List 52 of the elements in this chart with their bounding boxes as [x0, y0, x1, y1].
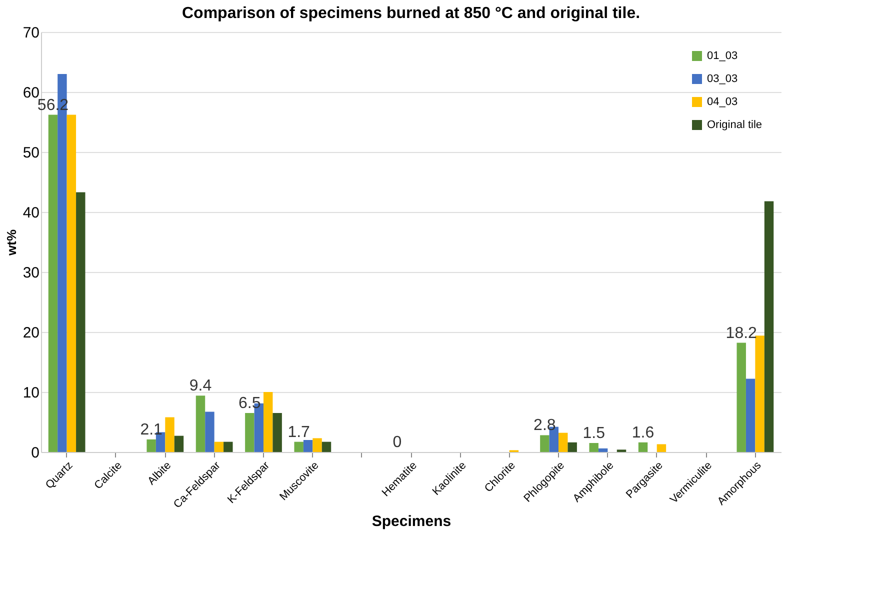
bar — [146, 439, 156, 452]
bar — [174, 436, 184, 452]
bar — [746, 378, 756, 452]
legend-label: 01_03 — [707, 50, 738, 62]
data-label: 6.5 — [238, 395, 261, 412]
bar — [558, 432, 568, 452]
bar — [66, 114, 76, 452]
legend-label: Original tile — [707, 119, 762, 131]
data-label: 0 — [392, 434, 402, 451]
bar — [598, 448, 608, 452]
bar — [263, 392, 273, 452]
legend-label: 03_03 — [707, 73, 738, 85]
bar — [656, 444, 666, 452]
bar — [540, 435, 550, 452]
y-tick-label: 30 — [22, 264, 40, 282]
bar — [214, 442, 224, 452]
bar — [589, 443, 598, 452]
x-axis-title: Specimens — [372, 513, 452, 530]
y-tick-label: 50 — [22, 144, 40, 162]
bar — [272, 413, 282, 452]
bar — [568, 442, 577, 452]
legend-label: 04_03 — [707, 96, 738, 108]
y-axis-title: wt% — [4, 229, 19, 256]
bar — [48, 114, 58, 452]
y-tick-label: 60 — [22, 84, 40, 102]
bar — [638, 442, 648, 452]
y-tick-label: 10 — [22, 384, 40, 402]
chart-title: Comparison of specimens burned at 850 °C and original tile. — [182, 5, 640, 22]
bar — [322, 442, 332, 452]
bar — [764, 201, 774, 452]
bar — [205, 412, 214, 452]
y-tick-label: 0 — [31, 444, 40, 462]
data-label: 9.4 — [189, 378, 212, 395]
bar — [245, 413, 254, 452]
bar — [312, 438, 322, 452]
data-label: 18.2 — [726, 324, 758, 342]
bar — [76, 192, 86, 452]
y-tick-label: 70 — [22, 24, 40, 42]
bar — [755, 336, 764, 452]
bar — [165, 417, 174, 452]
bar — [224, 442, 233, 452]
data-label: 1.6 — [632, 424, 654, 442]
y-tick-label: 20 — [22, 324, 40, 342]
bar — [736, 342, 746, 452]
data-label: 2.1 — [140, 421, 163, 438]
data-label: 2.8 — [534, 417, 556, 434]
bar — [303, 440, 313, 452]
y-tick-label: 40 — [22, 204, 40, 222]
bar — [294, 442, 304, 452]
data-label: 1.7 — [288, 424, 310, 441]
data-label: 1.5 — [582, 425, 606, 442]
bar — [196, 396, 206, 452]
